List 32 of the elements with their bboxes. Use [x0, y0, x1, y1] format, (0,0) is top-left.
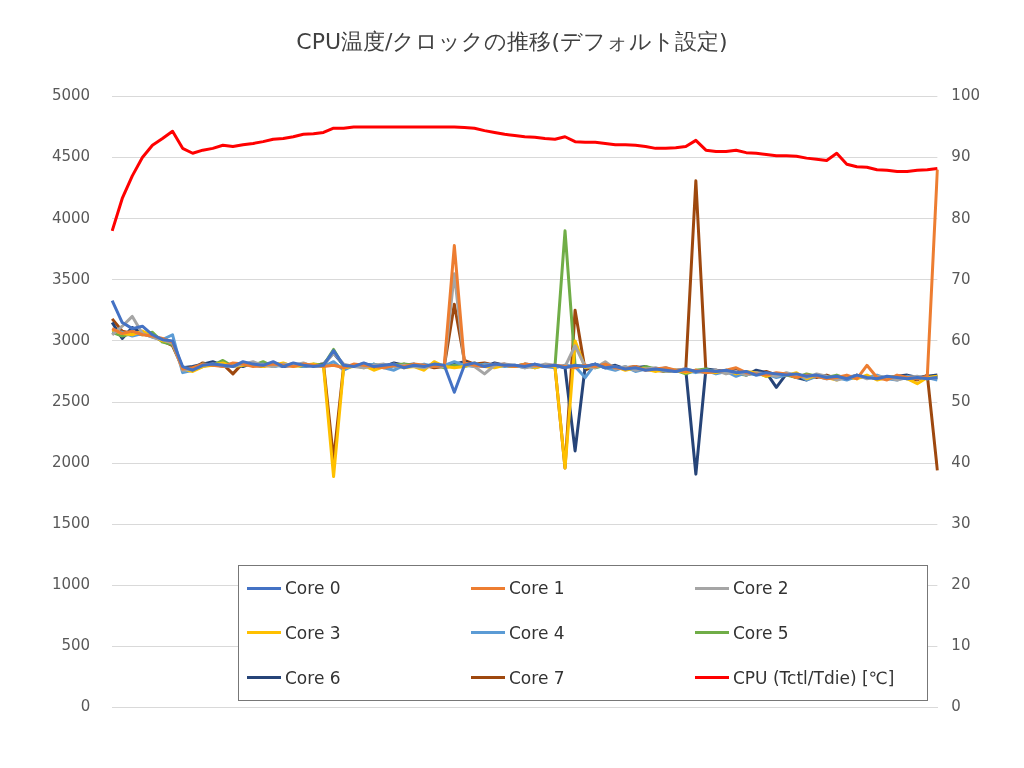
y2-tick-label: 20	[951, 575, 971, 594]
y2-tick-label: 100	[951, 86, 981, 105]
legend-label: Core 5	[733, 622, 789, 643]
y-tick-label: 3000	[51, 330, 91, 349]
legend-label: Core 7	[509, 667, 565, 688]
legend-label: Core 6	[285, 667, 341, 688]
y2-tick-label: 30	[951, 514, 971, 533]
legend-label: Core 0	[285, 578, 341, 599]
y-tick-label: 1500	[51, 514, 91, 533]
y2-tick-label: 80	[951, 208, 971, 227]
y2-tick-label: 40	[951, 453, 971, 472]
y-tick-label: 2000	[51, 453, 91, 472]
y-tick-label: 0	[80, 697, 91, 716]
legend-label: Core 2	[733, 578, 789, 599]
legend-label: CPU (Tctl/Tdie) [℃]	[733, 667, 895, 688]
y-tick-label: 4000	[51, 208, 91, 227]
legend-label: Core 4	[509, 622, 565, 643]
chart-title: CPU温度/クロックの推移(デフォルト設定)	[296, 28, 728, 54]
y-tick-label: 4500	[51, 147, 91, 166]
y2-tick-label: 70	[951, 269, 971, 288]
y-tick-label: 5000	[51, 86, 91, 105]
y2-tick-label: 60	[951, 330, 971, 349]
y-tick-label: 1000	[51, 575, 91, 594]
y2-tick-label: 10	[951, 636, 971, 655]
y-tick-label: 3500	[51, 269, 91, 288]
y2-tick-label: 50	[951, 391, 971, 410]
legend-label: Core 3	[285, 622, 341, 643]
y-tick-label: 500	[61, 636, 91, 655]
y-tick-label: 2500	[51, 391, 91, 410]
legend-label: Core 1	[509, 578, 565, 599]
y2-tick-label: 90	[951, 147, 971, 166]
y2-tick-label: 0	[951, 697, 961, 716]
